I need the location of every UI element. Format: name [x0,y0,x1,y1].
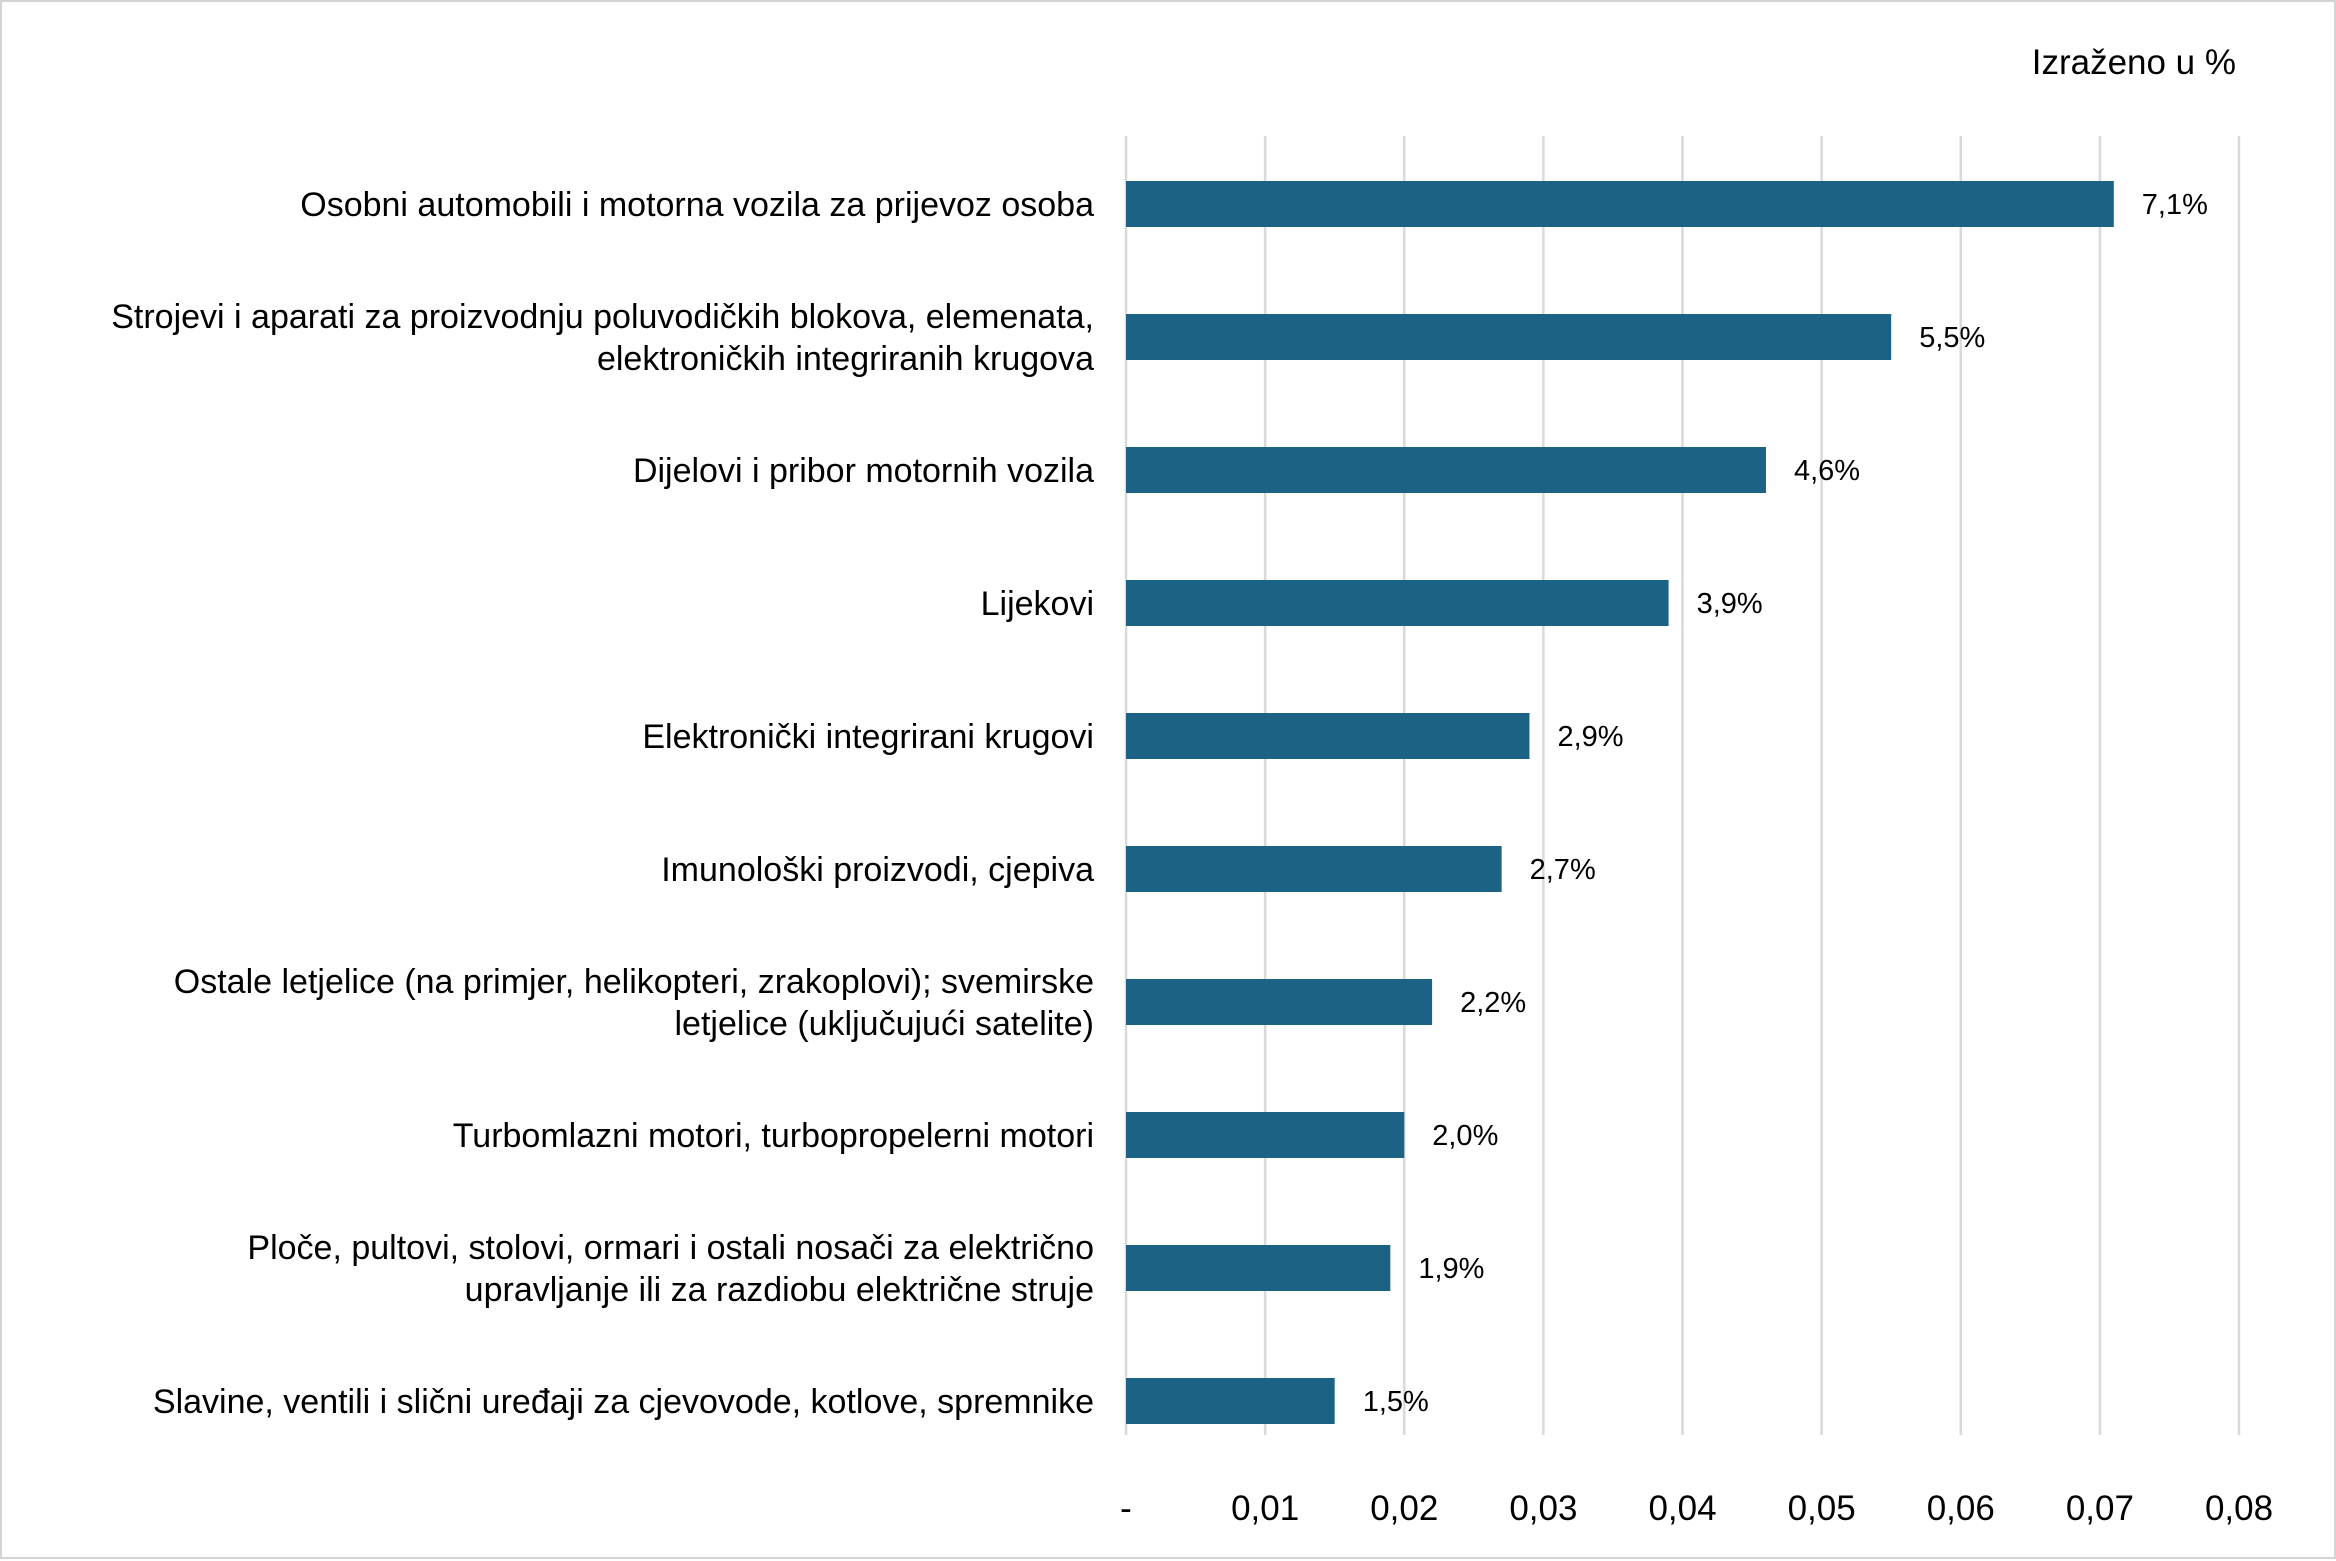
x-tick-label-8: 0,08 [2205,1489,2273,1528]
data-labels: 7,1% 5,5% 4,6% 3,9% 2,9% 2,7% 2,2% 2,0% 1,9% 1,5% [1363,189,2208,1418]
data-label-6: 2,2% [1460,987,1526,1019]
x-axis-tick-labels: - 0,01 0,02 0,03 0,04 0,05 0,06 0,07 0,08 [1120,1489,2273,1528]
category-label-7: Turbomlazni motori, turbopropelerni moto… [453,1117,1094,1155]
category-label-3-line-0: Lijekovi [981,585,1094,623]
category-label-1-line-0: Strojevi i aparati za proizvodnju poluvo… [111,298,1094,336]
x-tick-label-0: - [1120,1489,1132,1528]
data-label-4: 2,9% [1557,721,1623,753]
category-label-9-line-0: Slavine, ventili i slični uređaji za cje… [153,1383,1094,1421]
category-label-5-line-0: Imunološki proizvodi, cjepiva [661,851,1094,889]
x-tick-label-1: 0,01 [1231,1489,1299,1528]
category-label-6-line-1: letjelice (uključujući satelite) [674,1005,1094,1043]
bar-7 [1126,1112,1405,1158]
category-label-3: Lijekovi [981,585,1094,623]
bar-4 [1126,713,1530,759]
bar-5 [1126,846,1502,892]
data-label-9: 1,5% [1363,1386,1429,1418]
category-label-4: Elektronički integrirani krugovi [642,718,1094,756]
data-label-0: 7,1% [2142,189,2208,221]
category-label-1-line-1: elektroničkih integriranih krugova [597,340,1094,378]
category-label-5: Imunološki proizvodi, cjepiva [661,851,1094,889]
x-tick-label-4: 0,04 [1648,1489,1716,1528]
category-label-2: Dijelovi i pribor motornih vozila [633,452,1094,490]
category-label-9: Slavine, ventili i slični uređaji za cje… [153,1383,1094,1421]
bars [1126,181,2114,1424]
bar-0 [1126,181,2114,227]
data-label-3: 3,9% [1697,588,1763,620]
x-tick-label-5: 0,05 [1788,1489,1856,1528]
bar-1 [1126,314,1892,360]
category-label-0-line-0: Osobni automobili i motorna vozila za pr… [300,186,1094,224]
category-label-8-line-1: upravljanje ili za razdiobu električne s… [465,1271,1094,1309]
bar-3 [1126,580,1669,626]
category-label-4-line-0: Elektronički integrirani krugovi [642,718,1094,756]
x-tick-label-6: 0,06 [1927,1489,1995,1528]
x-tick-label-7: 0,07 [2066,1489,2134,1528]
data-label-1: 5,5% [1919,322,1985,354]
unit-note: Izraženo u % [2032,43,2236,82]
category-label-2-line-0: Dijelovi i pribor motornih vozila [633,452,1094,490]
data-label-5: 2,7% [1530,854,1596,886]
data-label-2: 4,6% [1794,455,1860,487]
bar-2 [1126,447,1766,493]
category-label-7-line-0: Turbomlazni motori, turbopropelerni moto… [453,1117,1094,1155]
data-label-7: 2,0% [1432,1120,1498,1152]
category-label-8-line-0: Ploče, pultovi, stolovi, ormari i ostali… [247,1229,1094,1267]
category-labels: Osobni automobili i motorna vozila za pr… [111,186,1094,1421]
x-tick-label-2: 0,02 [1370,1489,1438,1528]
bar-9 [1126,1378,1335,1424]
x-tick-label-3: 0,03 [1509,1489,1577,1528]
category-label-1: Strojevi i aparati za proizvodnju poluvo… [111,298,1094,378]
category-label-0: Osobni automobili i motorna vozila za pr… [300,186,1094,224]
bar-8 [1126,1245,1391,1291]
category-label-6: Ostale letjelice (na primjer, helikopter… [174,963,1094,1043]
category-label-6-line-0: Ostale letjelice (na primjer, helikopter… [174,963,1094,1001]
data-label-8: 1,9% [1418,1253,1484,1285]
bar-6 [1126,979,1433,1025]
category-label-8: Ploče, pultovi, stolovi, ormari i ostali… [247,1229,1094,1309]
